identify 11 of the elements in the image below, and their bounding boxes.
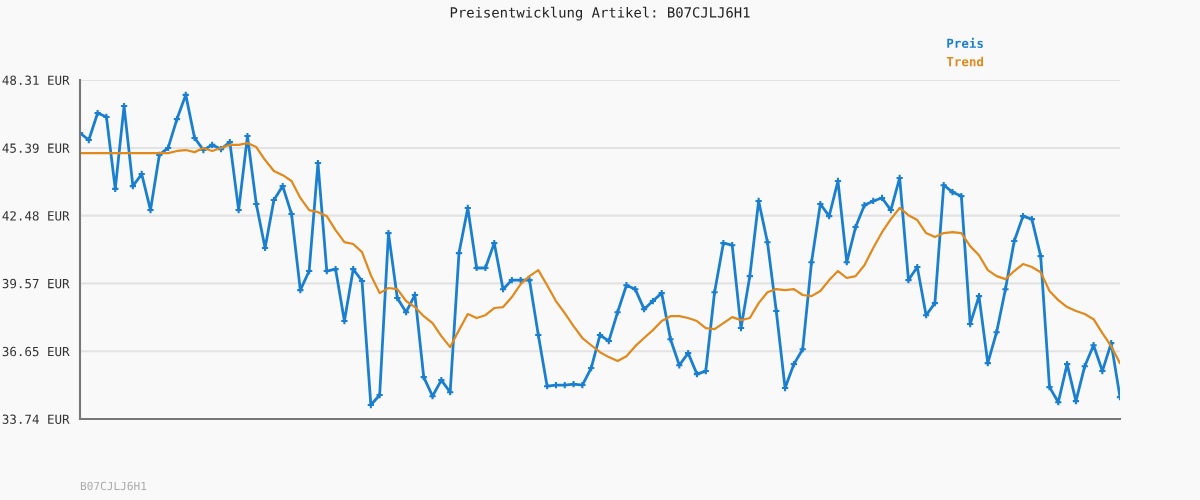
y-tick-label: 39.57 EUR	[2, 278, 70, 289]
text: Preis	[947, 37, 983, 48]
y-tick-label: 36.65 EUR	[2, 346, 70, 357]
y-tick-label: 45.39 EUR	[2, 143, 70, 153]
y-tick-label: 33.74 EUR	[2, 414, 70, 424]
y-tick-label: 42.48 EUR	[2, 211, 70, 221]
text: Trend	[946, 56, 984, 67]
text: B07CJLJ6H1	[80, 481, 147, 491]
line-series	[80, 141, 1120, 365]
y-tick-label: 48.31 EUR	[2, 75, 70, 85]
chart-title: Preisentwicklung Artikel: B07CJLJ6H1	[450, 6, 750, 21]
